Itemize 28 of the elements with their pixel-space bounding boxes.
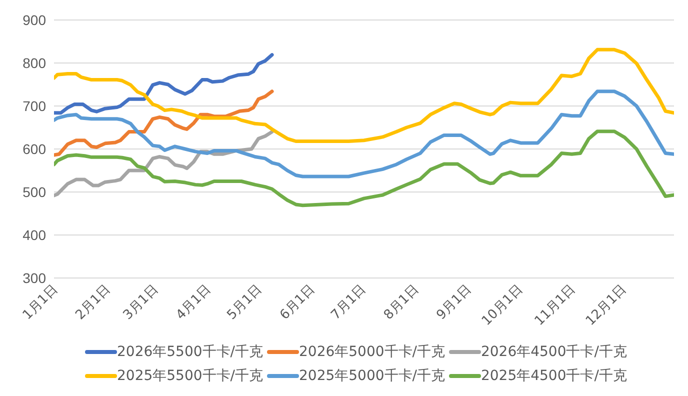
line-series (54, 90, 674, 178)
line-series (54, 53, 274, 115)
x-tick-label: 12月1日 (583, 282, 630, 329)
x-tick-label: 3月1日 (120, 282, 162, 323)
x-tick-label: 4月1日 (173, 282, 214, 323)
y-tick-label: 600 (22, 140, 46, 157)
y-tick-label: 400 (22, 226, 46, 243)
y-tick-label: 800 (22, 54, 46, 71)
legend-label: 2025年5000千卡/千克 (299, 367, 445, 386)
x-tick-label: 8月1日 (381, 282, 422, 323)
y-tick-label: 900 (22, 12, 46, 28)
x-tick-label: 5月1日 (224, 282, 266, 323)
x-tick-label: 11月1日 (532, 282, 579, 329)
line-series (54, 130, 674, 208)
x-tick-label: 7月1日 (328, 282, 370, 323)
y-tick-label: 700 (22, 98, 46, 114)
x-tick-label: 9月1日 (434, 282, 475, 323)
legend-label: 2026年5000千卡/千克 (299, 343, 445, 362)
y-tick-label: 500 (22, 184, 46, 200)
legend-label: 2026年5500千卡/千克 (117, 343, 263, 362)
legend-label: 2026年4500千卡/千克 (480, 343, 627, 362)
x-tick-label: 6月1日 (277, 282, 318, 323)
line-series (54, 48, 674, 144)
legend-label: 2025年4500千卡/千克 (480, 367, 627, 386)
x-tick-label: 2月1日 (72, 282, 114, 323)
legend-label: 2025年5500千卡/千克 (117, 367, 263, 386)
x-tick-label: 10月1日 (479, 282, 526, 329)
line-series (54, 90, 274, 157)
